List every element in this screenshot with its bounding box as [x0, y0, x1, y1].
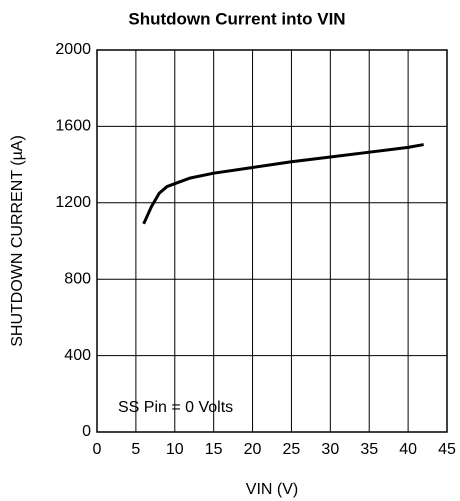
x-tick-label: 25 — [283, 441, 301, 458]
y-tick-label: 2000 — [55, 41, 91, 58]
x-tick-label: 30 — [321, 441, 339, 458]
x-tick-label: 45 — [438, 441, 456, 458]
x-tick-label: 35 — [360, 441, 378, 458]
chart-title: Shutdown Current into VIN — [128, 9, 345, 28]
x-tick-label: 15 — [205, 441, 223, 458]
data-line — [142, 143, 424, 225]
y-tick-label: 400 — [64, 347, 91, 364]
x-axis-label: VIN (V) — [246, 481, 298, 498]
x-tick-label: 10 — [166, 441, 184, 458]
y-tick-label: 1200 — [55, 194, 91, 211]
y-tick-label: 1600 — [55, 118, 91, 135]
x-tick-label: 5 — [131, 441, 140, 458]
x-tick-label: 0 — [93, 441, 102, 458]
y-tick-label: 0 — [82, 423, 91, 440]
y-axis-label: SHUTDOWN CURRENT (µA) — [9, 135, 26, 347]
x-tick-label: 40 — [399, 441, 417, 458]
y-tick-label: 800 — [64, 270, 91, 287]
annotation: SS Pin = 0 Volts — [118, 399, 233, 416]
plot-frame — [96, 49, 448, 433]
x-tick-label: 20 — [244, 441, 262, 458]
